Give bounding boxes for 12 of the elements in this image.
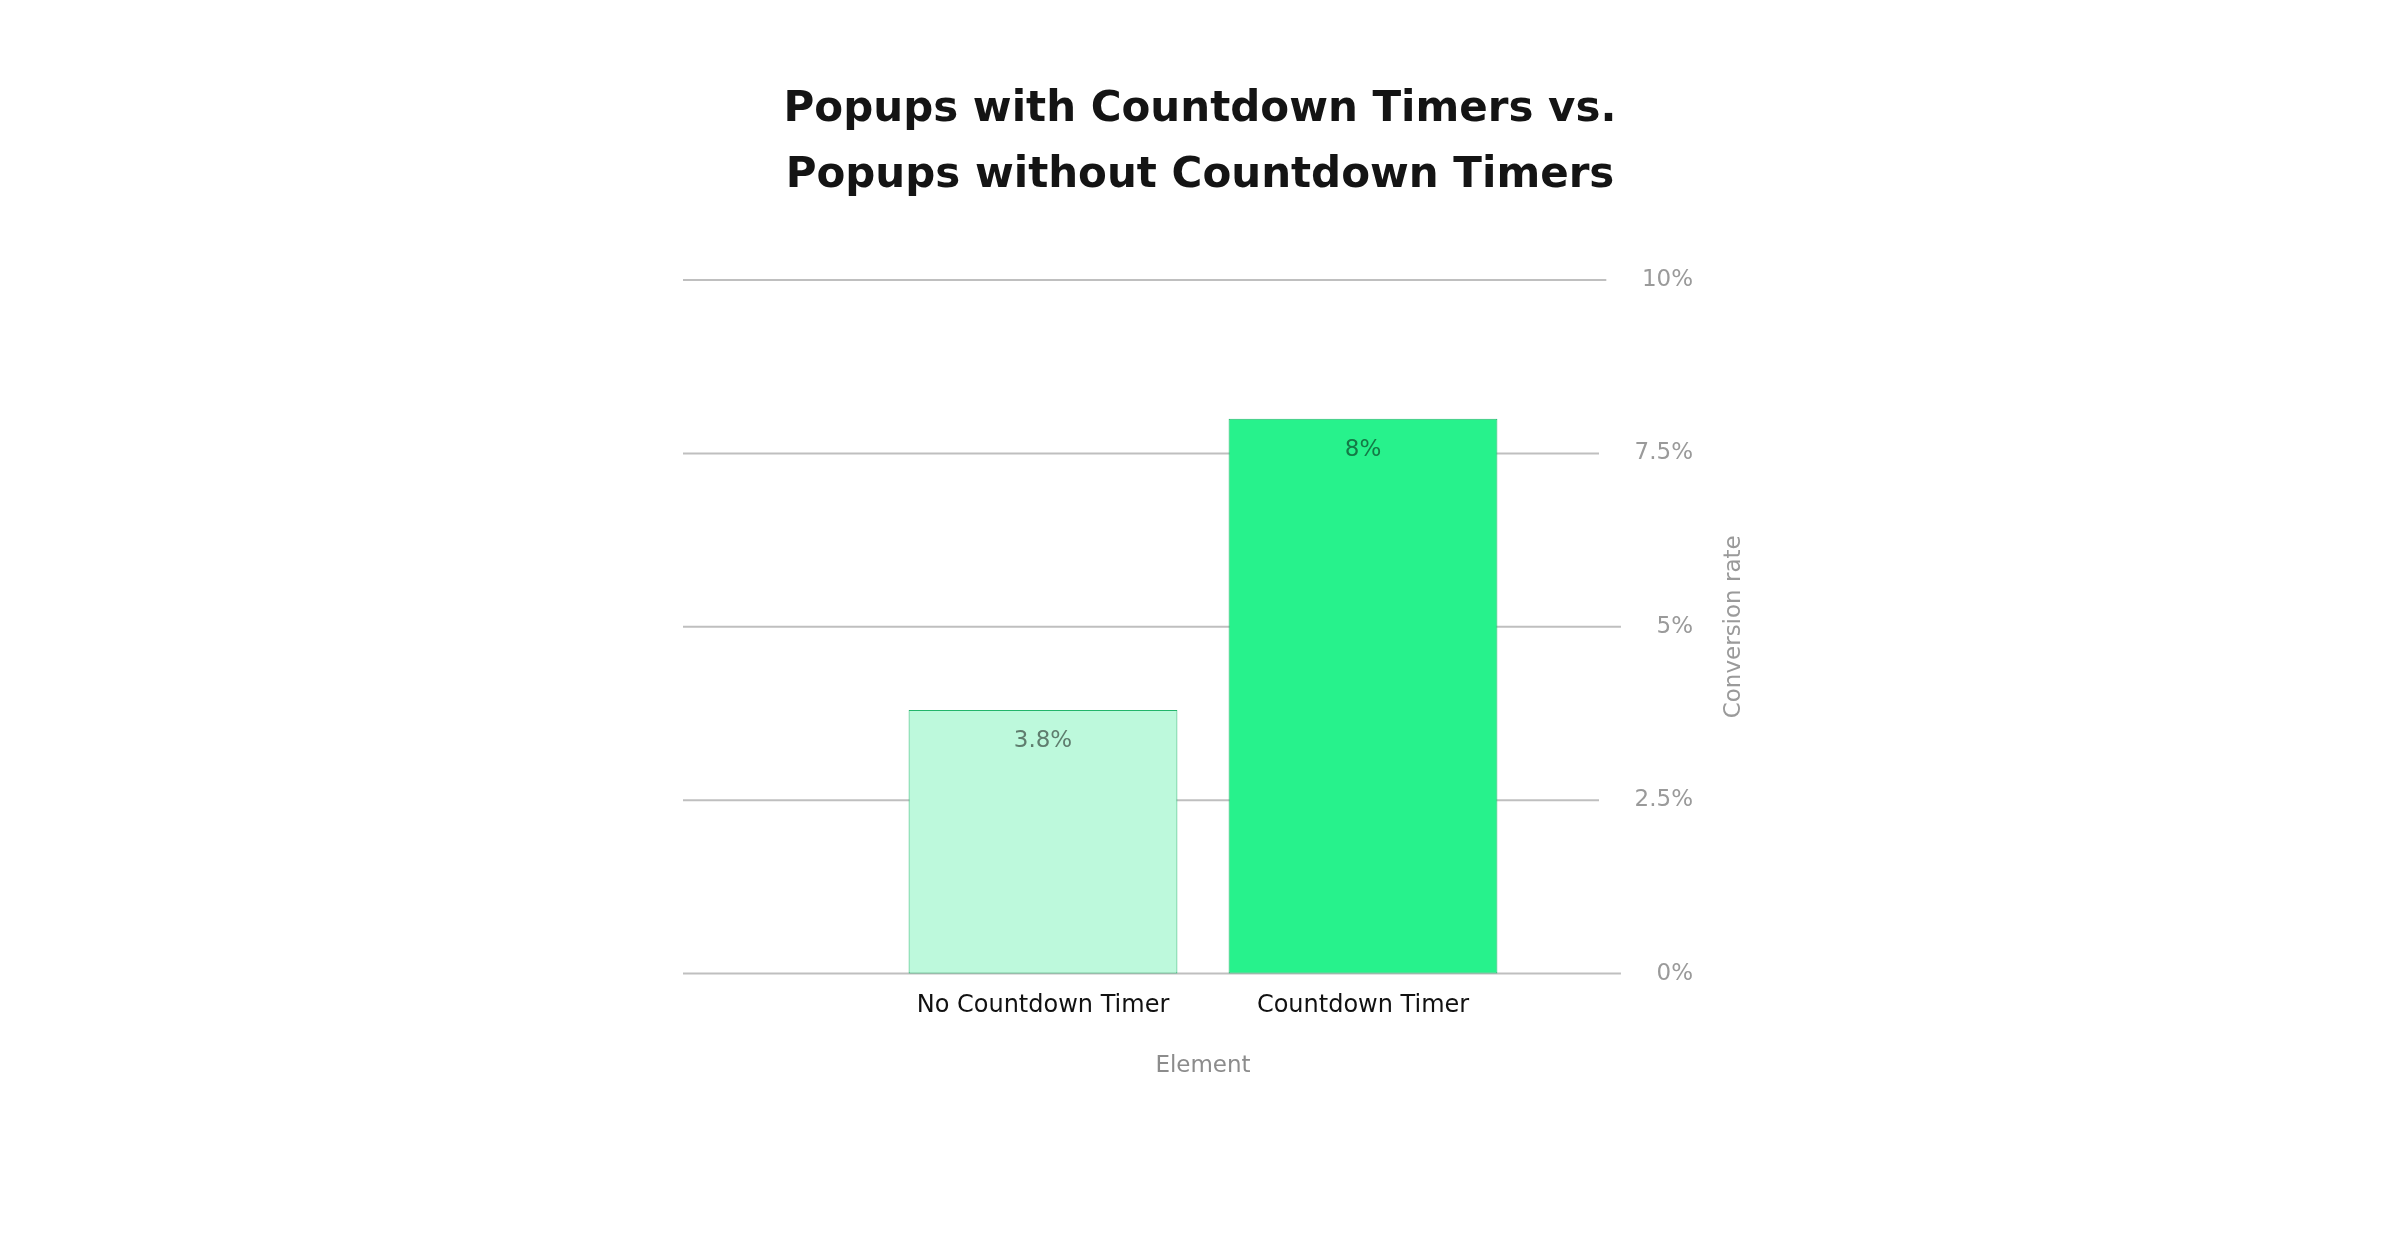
data-label: 8% [1344, 434, 1382, 461]
chart-title: Popups with Countdown Timers vs. Popups without Countdown Timers [783, 81, 1617, 197]
y-tick-label: 2.5% [1634, 785, 1693, 812]
x-tick-label: No Countdown Timer [916, 990, 1170, 1019]
data-label: 3.8% [1013, 726, 1073, 752]
y-tick-label: 7.5% [1634, 438, 1693, 465]
x-axis-title: Element [1155, 1051, 1251, 1078]
y-axis-title: Conversion rate [1718, 535, 1745, 719]
x-tick-label: Countdown Timer [1256, 990, 1470, 1019]
y-tick-label: 5% [1656, 611, 1693, 638]
y-tick-label: 0% [1656, 958, 1693, 985]
y-tick-label: 10% [1641, 264, 1693, 291]
